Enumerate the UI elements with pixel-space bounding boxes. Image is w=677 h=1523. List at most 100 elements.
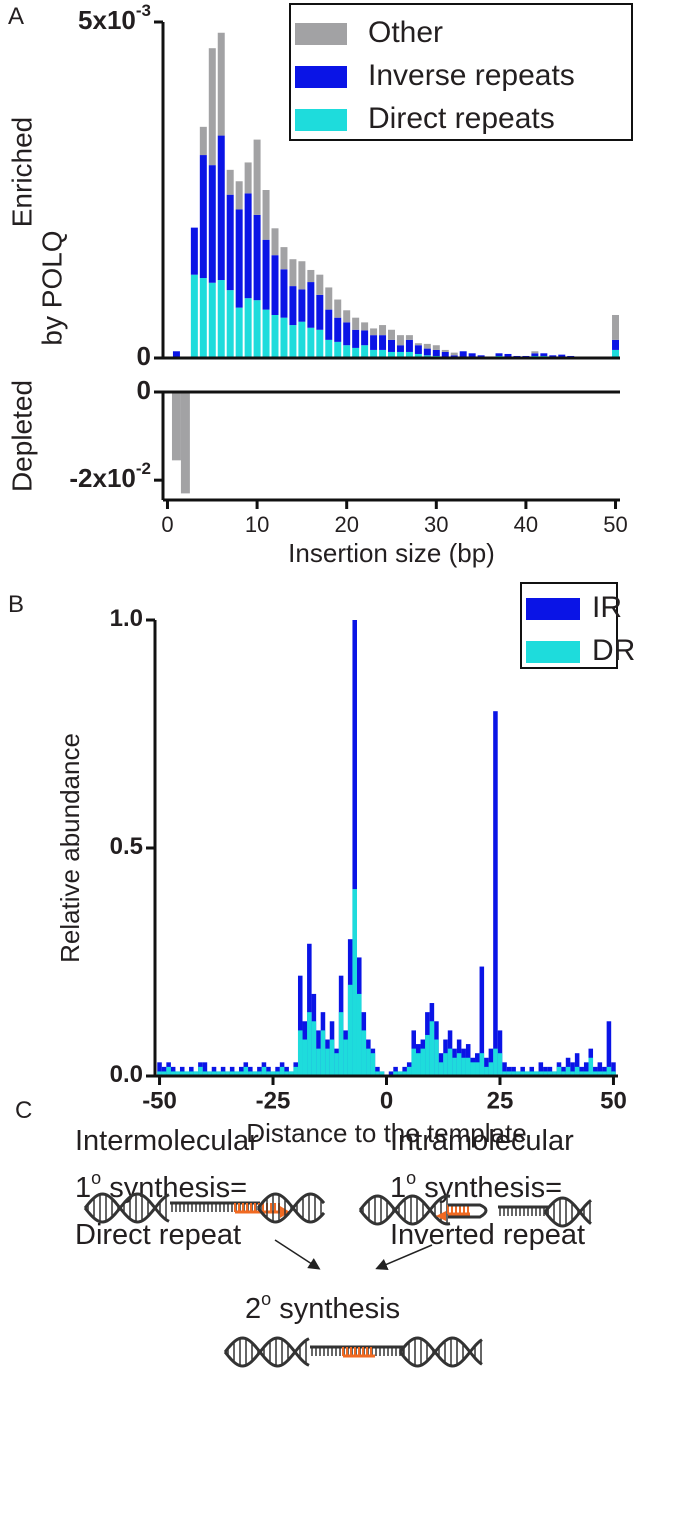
bar — [502, 1062, 507, 1076]
x-tick-label: 40 — [514, 512, 538, 537]
helix-strand — [543, 1199, 592, 1228]
bar — [379, 335, 387, 350]
bar — [199, 155, 207, 279]
bar — [450, 352, 458, 356]
bar — [597, 1062, 603, 1076]
bar — [199, 278, 207, 358]
bar — [235, 181, 243, 210]
helix-strand — [83, 1192, 170, 1224]
bar — [198, 1066, 203, 1076]
bar — [561, 1071, 566, 1076]
arrowhead — [436, 1211, 446, 1221]
bar — [244, 193, 252, 299]
bar — [352, 317, 360, 330]
bar — [307, 269, 315, 283]
bar — [579, 1071, 584, 1076]
tick-label-exponent: -2 — [136, 460, 151, 479]
bar — [479, 966, 485, 1076]
bar — [443, 1053, 448, 1076]
bar — [375, 1071, 380, 1076]
bar — [311, 1021, 317, 1076]
diagram-text: Inverted repeat — [390, 1219, 585, 1251]
bar — [438, 1062, 444, 1076]
bar — [175, 1071, 180, 1076]
bar — [199, 126, 207, 156]
y-tick-label: 0.0 — [110, 1061, 143, 1088]
legend-label: Direct repeats — [368, 102, 555, 135]
tick-label-exponent: -3 — [136, 1, 151, 20]
bar — [556, 1066, 562, 1076]
bar — [352, 889, 357, 1076]
bar — [370, 349, 378, 358]
bar — [432, 345, 440, 350]
bar — [356, 993, 362, 1076]
bar — [325, 339, 333, 358]
bar — [234, 1071, 239, 1076]
bar — [226, 194, 234, 291]
bar — [271, 228, 279, 256]
bar — [266, 1071, 271, 1076]
bar — [504, 353, 512, 358]
bar — [352, 329, 360, 348]
x-tick-label: -25 — [256, 1087, 291, 1114]
x-tick-label: 25 — [487, 1087, 514, 1114]
bar — [612, 339, 620, 350]
bar — [370, 335, 378, 350]
bar — [583, 1062, 589, 1076]
bar — [497, 1053, 503, 1076]
bar — [361, 1030, 367, 1076]
bar — [402, 1071, 407, 1076]
bar — [425, 1034, 430, 1076]
bar — [441, 349, 449, 352]
x-tick-label: 10 — [245, 512, 269, 537]
bar — [211, 1071, 217, 1076]
legend-label: Other — [368, 16, 443, 49]
text-part: 1 — [390, 1172, 406, 1204]
bar — [225, 1071, 230, 1076]
bar — [343, 310, 351, 323]
bar — [352, 347, 360, 358]
bar — [461, 1057, 466, 1076]
legend-label: DR — [592, 634, 635, 667]
y-tick-label: 0 — [137, 375, 151, 405]
bar — [414, 353, 422, 358]
bar — [316, 274, 324, 295]
panel-label: B — [8, 591, 24, 618]
bar — [248, 1071, 253, 1076]
x-tick-label: 0 — [380, 1087, 393, 1114]
helix-strand — [358, 1194, 451, 1226]
bar — [388, 351, 395, 358]
bar — [396, 345, 404, 352]
bar — [166, 1066, 171, 1076]
bar — [325, 309, 333, 340]
bar — [217, 32, 225, 136]
legend-label: IR — [592, 591, 622, 624]
bar — [396, 335, 404, 346]
bar — [280, 247, 288, 270]
bar — [343, 345, 351, 358]
panel-label: C — [15, 1097, 32, 1124]
bar — [226, 169, 234, 195]
tick-label-base: 0.0 — [110, 1061, 143, 1088]
tick-label-base: -2x10 — [69, 463, 136, 493]
bar — [405, 339, 413, 352]
bar — [406, 1066, 412, 1076]
bar — [307, 1012, 312, 1076]
bar — [611, 1062, 616, 1076]
bar — [189, 1071, 194, 1076]
bar — [543, 1071, 548, 1076]
bar — [298, 261, 306, 290]
bar — [414, 345, 422, 354]
x-tick-label: 50 — [600, 1087, 627, 1114]
bar — [379, 325, 387, 336]
bar — [597, 1071, 603, 1076]
bar — [405, 351, 413, 358]
bar — [307, 282, 315, 328]
bar — [552, 1071, 557, 1076]
diagram-text: 1o synthesis= — [390, 1168, 562, 1204]
bar — [329, 1039, 335, 1076]
bar — [416, 1053, 421, 1076]
bar — [468, 353, 476, 358]
bar — [217, 280, 225, 358]
